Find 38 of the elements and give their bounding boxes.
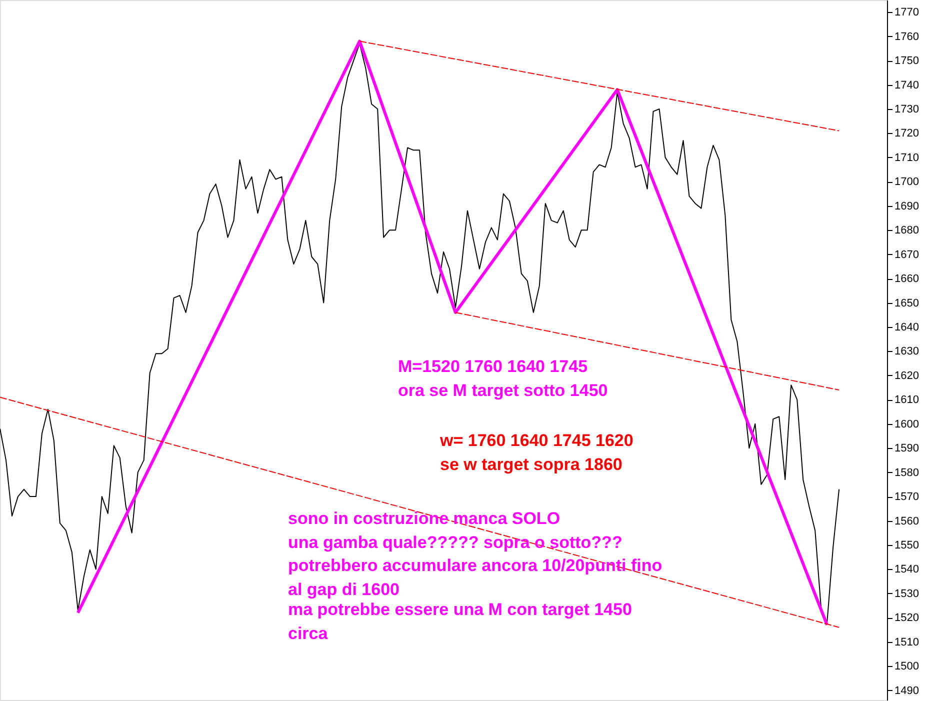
y-tick-label: 1540 [894,564,919,576]
y-tick-label: 1680 [894,224,919,237]
y-tick-label: 1570 [894,491,919,504]
annotation: M=1520 1760 1640 1745 [398,357,588,376]
y-tick-label: 1530 [894,588,919,600]
y-tick-label: 1630 [894,346,919,358]
annotation: potrebbero accumulare ancora 10/20punti fino [288,556,662,575]
annotation: w= 1760 1640 1745 1620 [439,431,634,450]
annotation: se w target sopra 1860 [440,455,622,474]
y-tick-label: 1740 [894,79,919,92]
annotation: al gap di 1600 [288,580,400,599]
y-tick-label: 1550 [894,539,919,552]
annotation: ma potrebbe essere una M con target 1450 [288,600,632,619]
y-tick-label: 1510 [894,636,919,648]
annotation: ora se M target sotto 1450 [398,381,608,400]
y-tick-label: 1600 [894,418,919,430]
annotation: sono in costruzione manca SOLO [288,509,560,528]
y-tick-label: 1700 [894,176,919,188]
y-tick-label: 1720 [894,128,919,140]
y-tick-label: 1770 [894,6,919,19]
y-tick-label: 1670 [894,248,919,261]
y-tick-label: 1620 [894,370,919,382]
y-tick-label: 1590 [894,442,919,455]
y-tick-label: 1560 [894,515,919,528]
y-tick-label: 1520 [894,612,919,624]
y-tick-label: 1610 [894,394,919,406]
y-tick-label: 1710 [894,152,919,164]
y-tick-label: 1750 [894,55,919,68]
y-tick-label: 1660 [894,273,919,286]
y-tick-label: 1500 [894,660,919,673]
y-tick-label: 1760 [894,30,919,43]
annotation: circa [288,624,328,643]
y-tick-label: 1490 [894,684,919,697]
y-tick-label: 1580 [894,466,919,479]
y-tick-label: 1730 [894,103,919,116]
y-tick-label: 1690 [894,200,919,212]
y-tick-label: 1650 [894,297,919,310]
y-tick-label: 1640 [894,321,919,334]
